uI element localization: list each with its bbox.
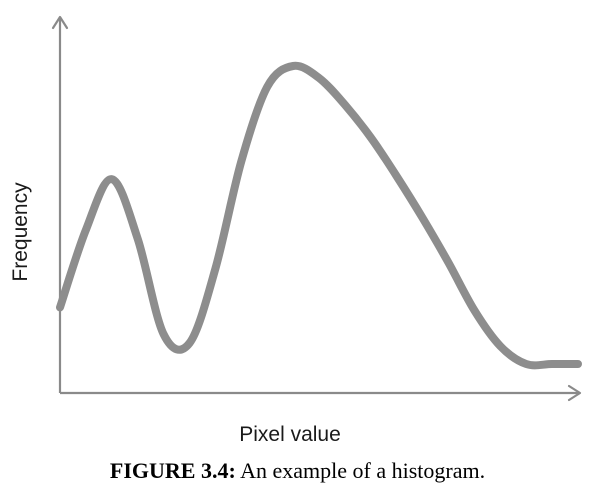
caption-label: FIGURE 3.4: <box>109 458 236 483</box>
caption-text: An example of a histogram. <box>240 458 486 483</box>
figure-caption: FIGURE 3.4: An example of a histogram. <box>0 458 595 484</box>
series-layer <box>56 61 582 370</box>
histogram-curve-series-0 <box>56 61 582 370</box>
x-axis-title: Pixel value <box>239 423 341 446</box>
x-axis-arrowhead <box>567 384 582 402</box>
y-axis-arrowhead <box>51 15 69 30</box>
y-axis-title: Frequency <box>9 182 32 282</box>
